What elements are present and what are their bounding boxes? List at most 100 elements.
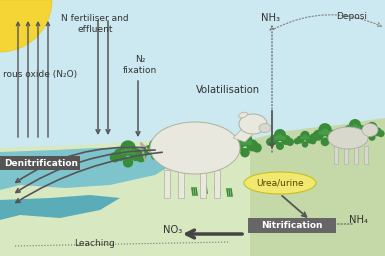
Circle shape	[357, 126, 361, 130]
Circle shape	[170, 144, 173, 148]
Circle shape	[276, 142, 284, 150]
Text: NH₃: NH₃	[261, 13, 280, 23]
Circle shape	[252, 143, 262, 153]
Circle shape	[110, 152, 120, 162]
Circle shape	[208, 138, 222, 151]
Circle shape	[367, 128, 370, 132]
Circle shape	[326, 130, 337, 141]
Circle shape	[177, 144, 181, 148]
Text: rous oxide (N₂O): rous oxide (N₂O)	[3, 70, 77, 80]
Bar	[344, 146, 348, 164]
Circle shape	[246, 140, 258, 151]
Circle shape	[248, 141, 252, 145]
Circle shape	[217, 146, 222, 150]
Circle shape	[356, 125, 366, 135]
Circle shape	[369, 126, 375, 132]
Wedge shape	[0, 0, 52, 52]
Text: N₂
fixation: N₂ fixation	[123, 55, 157, 75]
Circle shape	[349, 119, 361, 131]
Text: Leaching: Leaching	[75, 240, 116, 249]
Ellipse shape	[259, 123, 271, 133]
Circle shape	[306, 136, 314, 144]
Circle shape	[203, 145, 214, 156]
FancyBboxPatch shape	[0, 156, 80, 170]
Circle shape	[349, 126, 353, 130]
Bar	[364, 146, 368, 164]
Circle shape	[294, 138, 300, 144]
Polygon shape	[233, 126, 257, 142]
Circle shape	[374, 128, 377, 132]
Ellipse shape	[362, 123, 378, 136]
Bar	[214, 170, 220, 198]
Text: Nitrification: Nitrification	[261, 220, 323, 229]
Bar	[354, 146, 358, 164]
Polygon shape	[250, 118, 385, 256]
Circle shape	[171, 150, 179, 157]
Circle shape	[131, 150, 136, 155]
Circle shape	[303, 135, 307, 140]
Circle shape	[300, 136, 303, 140]
Circle shape	[296, 136, 304, 144]
Polygon shape	[0, 133, 385, 256]
Circle shape	[367, 122, 377, 133]
Circle shape	[274, 129, 286, 141]
Circle shape	[241, 138, 249, 145]
Circle shape	[274, 136, 278, 140]
Circle shape	[149, 139, 161, 151]
Circle shape	[120, 140, 136, 156]
Circle shape	[362, 127, 371, 136]
Ellipse shape	[328, 127, 368, 149]
Circle shape	[172, 142, 178, 148]
Circle shape	[344, 125, 354, 135]
Ellipse shape	[150, 122, 240, 174]
Ellipse shape	[239, 112, 247, 118]
Text: Urea/urine: Urea/urine	[256, 178, 304, 187]
Circle shape	[238, 141, 243, 145]
Bar	[334, 146, 338, 164]
Circle shape	[321, 137, 330, 146]
Circle shape	[176, 143, 185, 152]
Circle shape	[151, 152, 159, 160]
Circle shape	[327, 131, 331, 135]
Text: N fertiliser and
effluent: N fertiliser and effluent	[61, 14, 129, 34]
Ellipse shape	[244, 172, 316, 194]
Circle shape	[141, 148, 149, 156]
Circle shape	[228, 143, 238, 153]
Circle shape	[306, 136, 310, 140]
Text: Deposi: Deposi	[336, 12, 367, 21]
Circle shape	[124, 147, 132, 155]
Circle shape	[129, 148, 142, 161]
Bar	[164, 170, 170, 198]
Circle shape	[136, 152, 146, 162]
Circle shape	[199, 148, 208, 157]
Bar	[178, 170, 184, 198]
Circle shape	[216, 145, 227, 156]
Text: Volatilisation: Volatilisation	[196, 85, 260, 95]
Circle shape	[310, 133, 318, 142]
Circle shape	[208, 146, 213, 150]
Circle shape	[152, 144, 158, 150]
Circle shape	[277, 134, 283, 140]
Ellipse shape	[239, 114, 267, 134]
Circle shape	[149, 146, 153, 150]
Circle shape	[238, 132, 252, 147]
Circle shape	[352, 124, 358, 130]
Circle shape	[310, 138, 316, 144]
Circle shape	[368, 134, 376, 141]
Circle shape	[377, 130, 385, 137]
Circle shape	[212, 144, 218, 150]
Circle shape	[222, 148, 230, 157]
Circle shape	[300, 131, 310, 140]
Circle shape	[322, 129, 328, 135]
Circle shape	[318, 123, 331, 136]
Circle shape	[181, 146, 187, 153]
Circle shape	[351, 132, 359, 140]
Polygon shape	[0, 148, 180, 256]
Circle shape	[156, 145, 166, 155]
Circle shape	[313, 130, 324, 141]
Circle shape	[282, 136, 286, 140]
FancyBboxPatch shape	[248, 218, 336, 233]
Circle shape	[331, 133, 340, 142]
Circle shape	[144, 145, 154, 155]
Circle shape	[266, 138, 274, 146]
